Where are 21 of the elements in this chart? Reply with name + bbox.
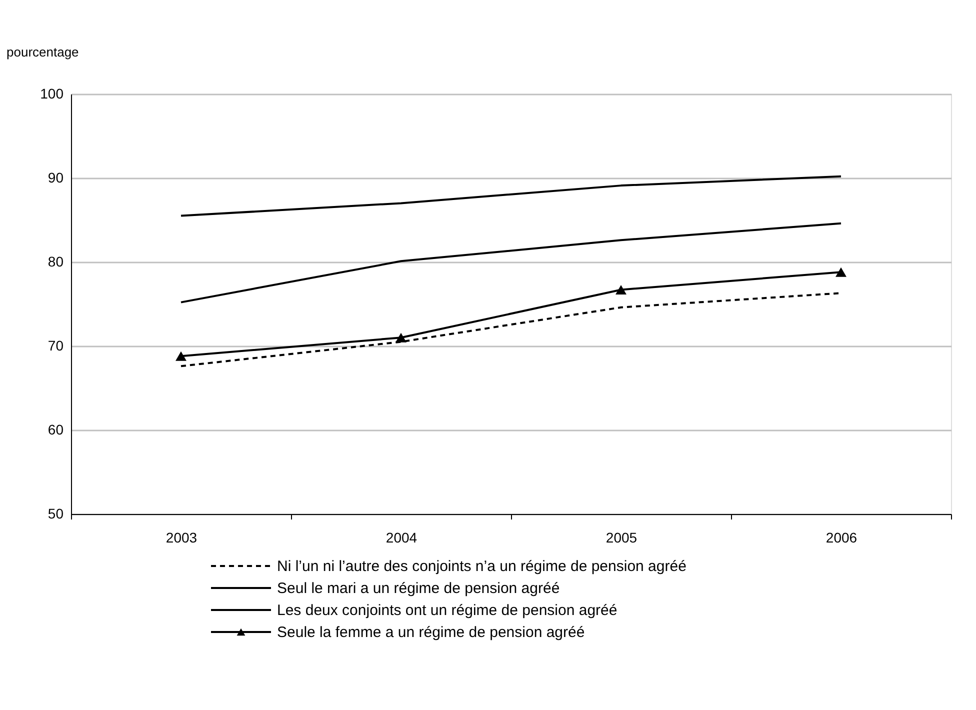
legend-label: Les deux conjoints ont un régime de pension agréé <box>277 602 618 619</box>
point <box>396 332 406 342</box>
y-tick-label: 90 <box>48 170 64 186</box>
point <box>176 351 186 361</box>
x-tick-label: 2005 <box>606 530 638 546</box>
line-series <box>180 222 842 304</box>
y-tick-label: 80 <box>48 254 64 270</box>
x-tick-label: 2006 <box>826 530 858 546</box>
line-series <box>180 175 842 217</box>
legend-label: Seul le mari a un régime de pension agréé <box>277 580 560 597</box>
point <box>616 284 626 294</box>
y-tick-label: 70 <box>48 338 64 354</box>
y-tick-label: 100 <box>40 86 64 102</box>
y-axis-title: pourcentage <box>6 44 79 60</box>
legend-label: Seule la femme a un régime de pension agréé <box>277 624 585 641</box>
x-tick-label: 2004 <box>386 530 418 546</box>
legend-label: Ni l’un ni l’autre des conjoints n’a un régime de pension agréé <box>277 558 686 575</box>
y-tick-label: 60 <box>48 422 64 438</box>
y-tick-label: 50 <box>48 506 64 522</box>
point <box>836 267 846 277</box>
x-tick-label: 2003 <box>166 530 198 546</box>
